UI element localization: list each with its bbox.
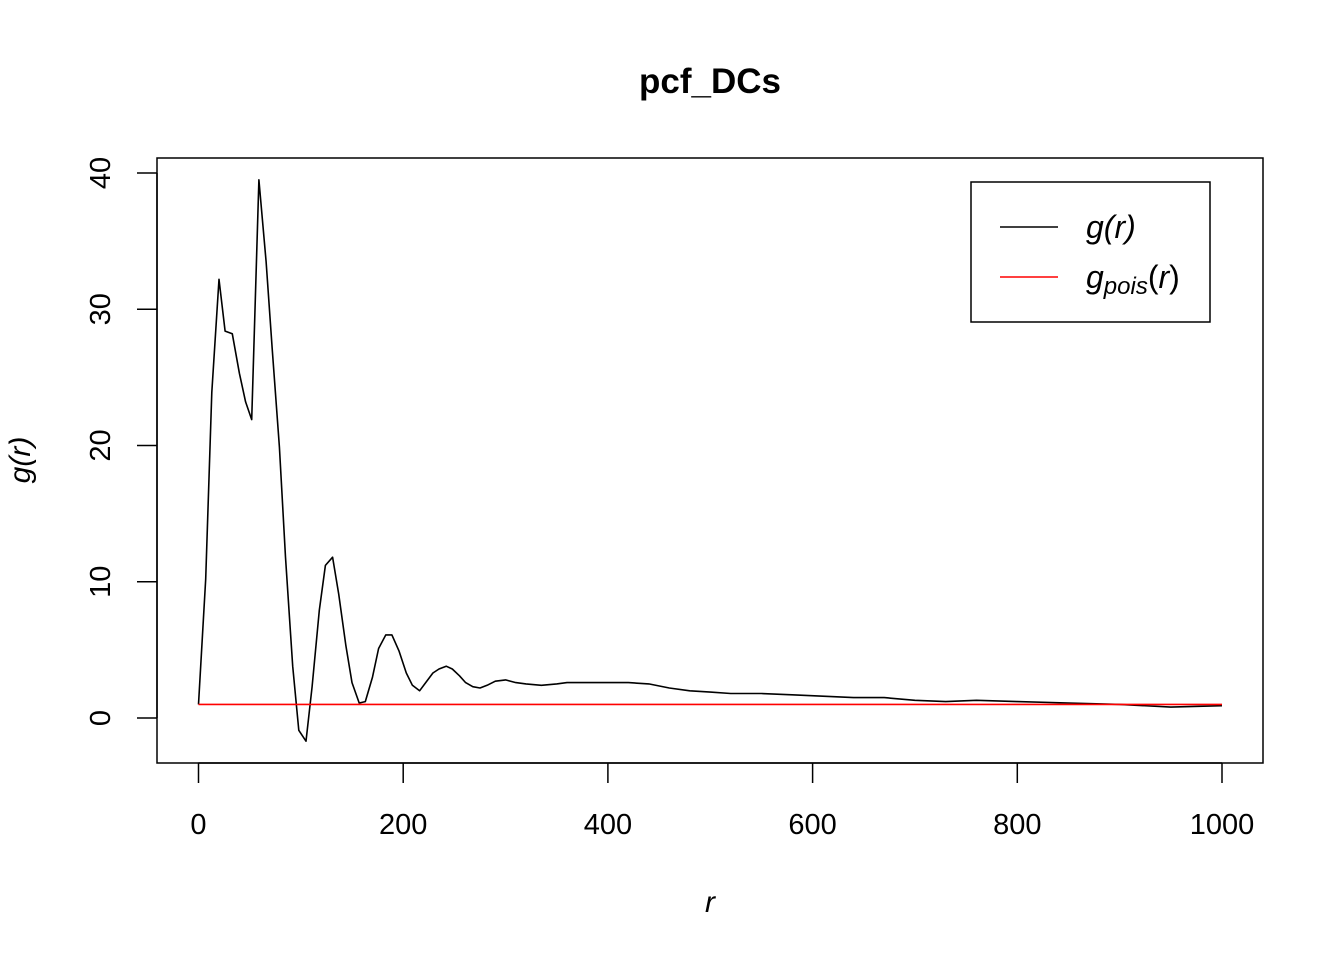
series-layer: [197, 179, 1223, 743]
y-axis: 0 10 20 30 40: [85, 157, 158, 726]
chart-title: pcf_DCs: [639, 62, 781, 101]
x-tick-label: 600: [788, 809, 836, 841]
x-tick-label: 0: [190, 809, 206, 841]
legend-arg: r: [1158, 259, 1170, 295]
y-tick-label: 10: [85, 566, 117, 598]
legend-label-g: g(r): [1086, 209, 1136, 245]
x-axis: 0 200 400 600 800 1000: [190, 762, 1255, 841]
y-axis-label: g(r): [4, 437, 37, 484]
legend-paren: (: [1148, 259, 1159, 295]
legend: g(r) gpois(r): [970, 181, 1211, 323]
y-tick-label: 30: [85, 293, 117, 325]
x-tick-label: 400: [584, 809, 632, 841]
series-line-0: [197, 179, 1223, 743]
x-tick-label: 800: [993, 809, 1041, 841]
legend-box: [970, 181, 1211, 323]
y-tick-label: 0: [85, 710, 117, 726]
y-tick-label: 40: [85, 157, 117, 189]
x-axis-label: r: [705, 886, 716, 919]
x-tick-label: 200: [379, 809, 427, 841]
legend-paren: ): [1169, 259, 1180, 295]
legend-subscript: pois: [1103, 273, 1148, 300]
y-tick-label: 20: [85, 429, 117, 461]
legend-symbol: g: [1086, 259, 1104, 295]
x-tick-label: 1000: [1190, 809, 1255, 841]
legend-label-g-pois: gpois(r): [1086, 259, 1180, 300]
